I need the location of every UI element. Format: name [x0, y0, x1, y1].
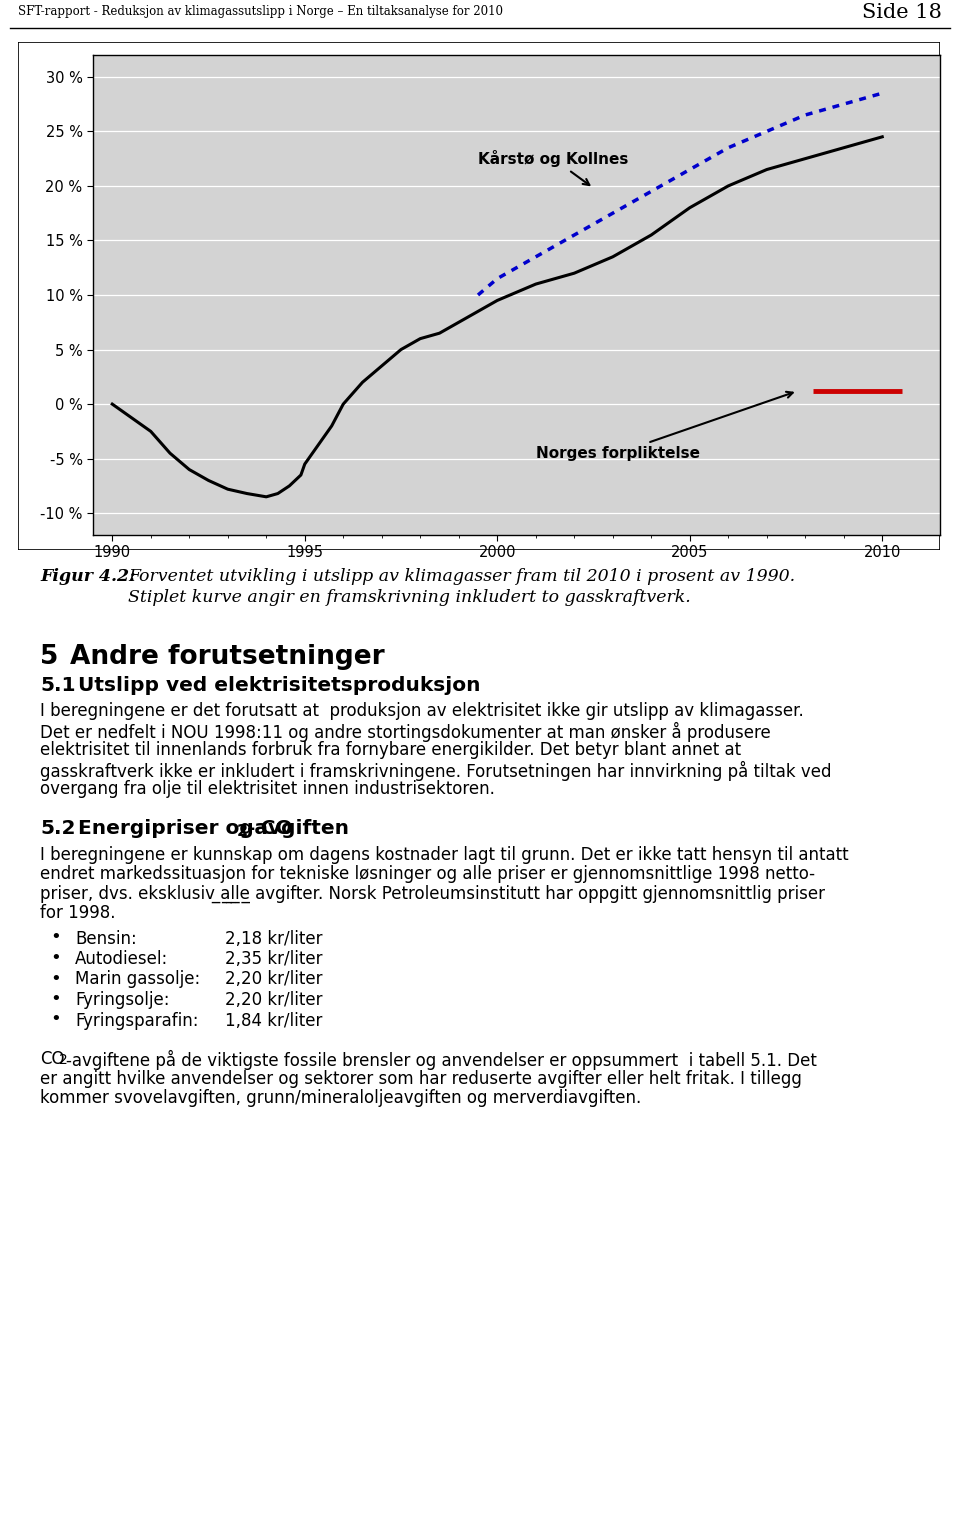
Text: SFT-rapport - Reduksjon av klimagassutslipp i Norge – En tiltaksanalyse for 2010: SFT-rapport - Reduksjon av klimagassutsl… — [18, 6, 503, 18]
Text: -avgiftene på de viktigste fossile brensler og anvendelser er oppsummert  i tabe: -avgiftene på de viktigste fossile brens… — [66, 1050, 817, 1070]
Text: Fyringsparafin:: Fyringsparafin: — [75, 1012, 199, 1030]
Text: kommer svovelavgiften, grunn/mineraloljeavgiften og merverdiavgiften.: kommer svovelavgiften, grunn/mineralolje… — [40, 1089, 641, 1107]
Text: •: • — [50, 948, 60, 967]
Text: Andre forutsetninger: Andre forutsetninger — [70, 644, 385, 670]
Text: 2,18 kr/liter: 2,18 kr/liter — [225, 930, 323, 947]
Text: Figur 4.2:: Figur 4.2: — [40, 568, 135, 585]
Text: Fyringsolje:: Fyringsolje: — [75, 991, 170, 1009]
Text: 2: 2 — [237, 824, 248, 838]
Text: er angitt hvilke anvendelser og sektorer som har reduserte avgifter eller helt f: er angitt hvilke anvendelser og sektorer… — [40, 1070, 802, 1088]
Text: •: • — [50, 989, 60, 1007]
Text: 5.1: 5.1 — [40, 676, 76, 695]
Text: •: • — [50, 929, 60, 947]
Text: 2: 2 — [59, 1053, 68, 1068]
Text: for 1998.: for 1998. — [40, 904, 115, 923]
Text: 2,35 kr/liter: 2,35 kr/liter — [225, 950, 323, 968]
Text: endret markedssituasjon for tekniske løsninger og alle priser er gjennomsnittlig: endret markedssituasjon for tekniske løs… — [40, 865, 815, 883]
Text: 1,84 kr/liter: 1,84 kr/liter — [225, 1012, 323, 1030]
Text: Bensin:: Bensin: — [75, 930, 136, 947]
Text: •: • — [50, 970, 60, 988]
Text: 5: 5 — [40, 644, 59, 670]
Text: priser, dvs. eksklusiv ̲a̲l̲l̲e̲ avgifter. Norsk Petroleumsinstitutt har oppgitt: priser, dvs. eksklusiv ̲a̲l̲l̲e̲ avgifte… — [40, 885, 825, 903]
Text: Forventet utvikling i utslipp av klimagasser fram til 2010 i prosent av 1990.: Forventet utvikling i utslipp av klimaga… — [128, 568, 795, 585]
Text: CO: CO — [40, 1050, 64, 1068]
Text: •: • — [50, 1011, 60, 1029]
Text: Side 18: Side 18 — [862, 3, 942, 21]
Text: I beregningene er det forutsatt at  produksjon av elektrisitet ikke gir utslipp : I beregningene er det forutsatt at produ… — [40, 701, 804, 720]
Text: Utslipp ved elektrisitetsproduksjon: Utslipp ved elektrisitetsproduksjon — [78, 676, 481, 695]
Text: Norges forpliktelse: Norges forpliktelse — [536, 392, 793, 461]
Text: I beregningene er kunnskap om dagens kostnader lagt til grunn. Det er ikke tatt : I beregningene er kunnskap om dagens kos… — [40, 845, 849, 864]
Text: -avgiften: -avgiften — [247, 820, 350, 838]
Text: 2,20 kr/liter: 2,20 kr/liter — [225, 991, 323, 1009]
Text: gasskraftverk ikke er inkludert i framskrivningene. Forutsetningen har innvirkni: gasskraftverk ikke er inkludert i framsk… — [40, 761, 831, 780]
Text: overgang fra olje til elektrisitet innen industrisektoren.: overgang fra olje til elektrisitet innen… — [40, 780, 494, 798]
Text: Stiplet kurve angir en framskrivning inkludert to gasskraftverk.: Stiplet kurve angir en framskrivning ink… — [128, 589, 691, 606]
Text: Autodiesel:: Autodiesel: — [75, 950, 168, 968]
Text: Det er nedfelt i NOU 1998:11 og andre stortingsdokumenter at man ønsker å produs: Det er nedfelt i NOU 1998:11 og andre st… — [40, 721, 771, 741]
Text: elektrisitet til innenlands forbruk fra fornybare energikilder. Det betyr blant : elektrisitet til innenlands forbruk fra … — [40, 741, 741, 759]
Text: Energipriser og CO: Energipriser og CO — [78, 820, 293, 838]
Text: Marin gassolje:: Marin gassolje: — [75, 971, 201, 988]
Text: 5.2: 5.2 — [40, 820, 76, 838]
Text: Kårstø og Kollnes: Kårstø og Kollnes — [478, 150, 629, 185]
Text: 2,20 kr/liter: 2,20 kr/liter — [225, 971, 323, 988]
